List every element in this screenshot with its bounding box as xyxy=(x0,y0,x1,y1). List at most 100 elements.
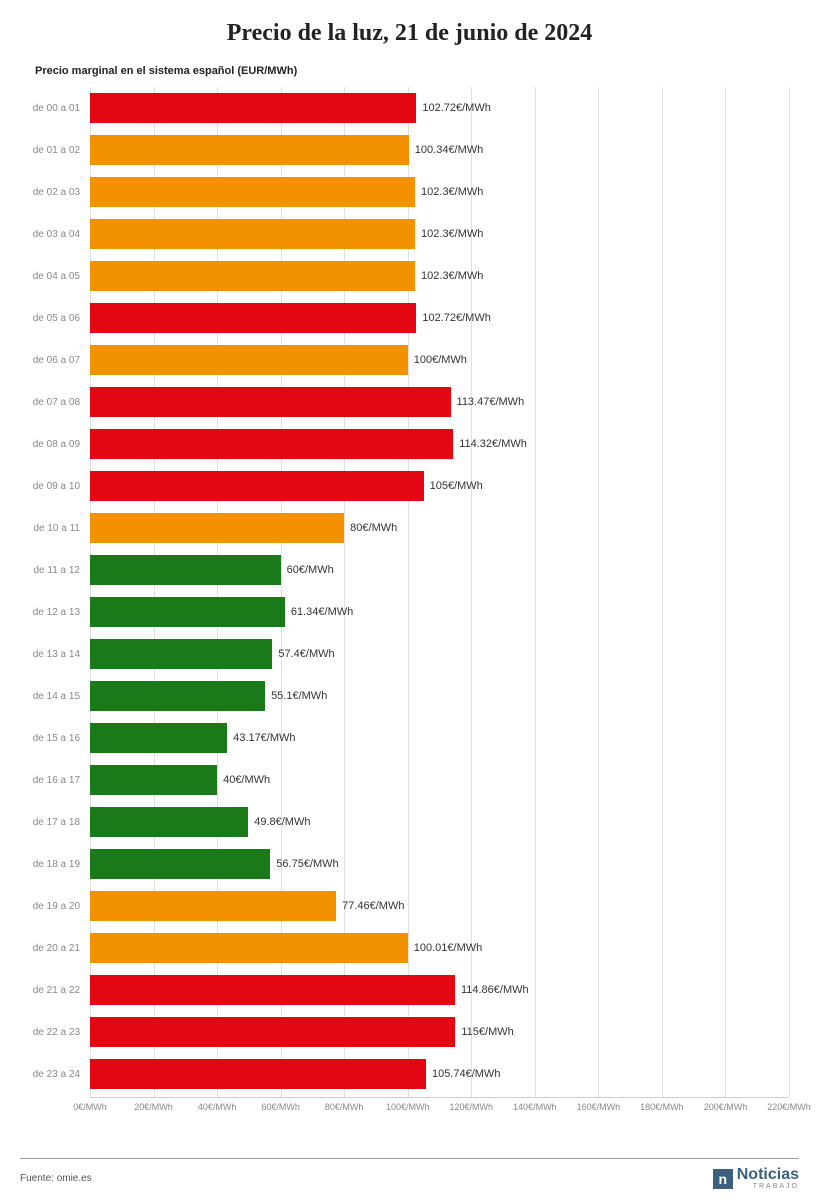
chart-title: Precio de la luz, 21 de junio de 2024 xyxy=(20,20,799,47)
bar: 102.3€/MWh xyxy=(90,219,415,249)
bar: 57.4€/MWh xyxy=(90,639,272,669)
footer: Fuente: omie.es n Noticias TRABAJO xyxy=(20,1158,799,1190)
y-axis-label: de 07 a 08 xyxy=(20,397,85,408)
bar-row: de 19 a 2077.46€/MWh xyxy=(90,885,789,927)
bar: 102.3€/MWh xyxy=(90,177,415,207)
x-tick-label: 100€/MWh xyxy=(386,1102,430,1112)
y-axis-label: de 20 a 21 xyxy=(20,943,85,954)
bar-value-label: 49.8€/MWh xyxy=(254,816,310,828)
bar: 43.17€/MWh xyxy=(90,723,227,753)
bar: 80€/MWh xyxy=(90,513,344,543)
y-axis-label: de 19 a 20 xyxy=(20,901,85,912)
gridline xyxy=(789,87,790,1097)
bar-row: de 03 a 04102.3€/MWh xyxy=(90,213,789,255)
bar: 102.72€/MWh xyxy=(90,93,416,123)
y-axis-label: de 05 a 06 xyxy=(20,313,85,324)
chart-subtitle: Precio marginal en el sistema español (E… xyxy=(35,65,799,77)
logo: n Noticias TRABAJO xyxy=(713,1167,799,1190)
bar: 60€/MWh xyxy=(90,555,281,585)
x-tick-label: 120€/MWh xyxy=(450,1102,494,1112)
bar: 100.34€/MWh xyxy=(90,135,409,165)
x-tick-label: 40€/MWh xyxy=(198,1102,237,1112)
bar-row: de 16 a 1740€/MWh xyxy=(90,759,789,801)
y-axis-label: de 12 a 13 xyxy=(20,607,85,618)
bar-row: de 18 a 1956.75€/MWh xyxy=(90,843,789,885)
y-axis-label: de 13 a 14 xyxy=(20,649,85,660)
y-axis-label: de 14 a 15 xyxy=(20,691,85,702)
bar-row: de 12 a 1361.34€/MWh xyxy=(90,591,789,633)
bar-row: de 23 a 24105.74€/MWh xyxy=(90,1053,789,1095)
y-axis-label: de 11 a 12 xyxy=(20,565,85,576)
source-text: Fuente: omie.es xyxy=(20,1173,92,1184)
x-tick-label: 140€/MWh xyxy=(513,1102,557,1112)
bar-row: de 04 a 05102.3€/MWh xyxy=(90,255,789,297)
bar-value-label: 102.72€/MWh xyxy=(422,312,490,324)
bar: 114.86€/MWh xyxy=(90,975,455,1005)
bar-value-label: 77.46€/MWh xyxy=(342,900,404,912)
y-axis-label: de 16 a 17 xyxy=(20,775,85,786)
chart-area: de 00 a 01102.72€/MWhde 01 a 02100.34€/M… xyxy=(90,87,789,1097)
bar: 115€/MWh xyxy=(90,1017,455,1047)
y-axis-label: de 08 a 09 xyxy=(20,439,85,450)
y-axis-label: de 23 a 24 xyxy=(20,1069,85,1080)
bar-row: de 02 a 03102.3€/MWh xyxy=(90,171,789,213)
x-tick-label: 20€/MWh xyxy=(134,1102,173,1112)
bar-row: de 22 a 23115€/MWh xyxy=(90,1011,789,1053)
bar-row: de 11 a 1260€/MWh xyxy=(90,549,789,591)
bar-value-label: 100.01€/MWh xyxy=(414,942,482,954)
bar-row: de 01 a 02100.34€/MWh xyxy=(90,129,789,171)
y-axis-label: de 04 a 05 xyxy=(20,271,85,282)
bar-value-label: 102.3€/MWh xyxy=(421,270,483,282)
bar: 113.47€/MWh xyxy=(90,387,451,417)
y-axis-label: de 17 a 18 xyxy=(20,817,85,828)
bar-row: de 10 a 1180€/MWh xyxy=(90,507,789,549)
bar-row: de 05 a 06102.72€/MWh xyxy=(90,297,789,339)
bar: 100.01€/MWh xyxy=(90,933,408,963)
bar-row: de 00 a 01102.72€/MWh xyxy=(90,87,789,129)
y-axis-label: de 21 a 22 xyxy=(20,985,85,996)
bar-value-label: 57.4€/MWh xyxy=(278,648,334,660)
bar-value-label: 114.32€/MWh xyxy=(459,438,527,450)
logo-icon: n xyxy=(713,1169,733,1189)
bar: 40€/MWh xyxy=(90,765,217,795)
y-axis-label: de 00 a 01 xyxy=(20,103,85,114)
bar-value-label: 43.17€/MWh xyxy=(233,732,295,744)
bar-value-label: 114.86€/MWh xyxy=(461,984,529,996)
bar-value-label: 60€/MWh xyxy=(287,564,334,576)
bar-row: de 08 a 09114.32€/MWh xyxy=(90,423,789,465)
bar-value-label: 102.72€/MWh xyxy=(422,102,490,114)
bar: 77.46€/MWh xyxy=(90,891,336,921)
y-axis-label: de 22 a 23 xyxy=(20,1027,85,1038)
bar-value-label: 102.3€/MWh xyxy=(421,228,483,240)
bar: 102.72€/MWh xyxy=(90,303,416,333)
x-tick-label: 220€/MWh xyxy=(767,1102,811,1112)
bar-row: de 14 a 1555.1€/MWh xyxy=(90,675,789,717)
bar: 49.8€/MWh xyxy=(90,807,248,837)
bar-value-label: 105€/MWh xyxy=(430,480,483,492)
bar-row: de 07 a 08113.47€/MWh xyxy=(90,381,789,423)
bar: 114.32€/MWh xyxy=(90,429,453,459)
x-tick-label: 0€/MWh xyxy=(73,1102,107,1112)
bar: 105€/MWh xyxy=(90,471,424,501)
y-axis-label: de 06 a 07 xyxy=(20,355,85,366)
y-axis-label: de 15 a 16 xyxy=(20,733,85,744)
bar-value-label: 55.1€/MWh xyxy=(271,690,327,702)
x-tick-label: 160€/MWh xyxy=(577,1102,621,1112)
x-tick-label: 80€/MWh xyxy=(325,1102,364,1112)
bar-row: de 09 a 10105€/MWh xyxy=(90,465,789,507)
bar: 56.75€/MWh xyxy=(90,849,270,879)
y-axis-label: de 03 a 04 xyxy=(20,229,85,240)
y-axis-label: de 09 a 10 xyxy=(20,481,85,492)
bar-value-label: 113.47€/MWh xyxy=(457,396,525,408)
bar: 105.74€/MWh xyxy=(90,1059,426,1089)
bar-value-label: 100€/MWh xyxy=(414,354,467,366)
y-axis-label: de 01 a 02 xyxy=(20,145,85,156)
bar-value-label: 56.75€/MWh xyxy=(276,858,338,870)
bar: 61.34€/MWh xyxy=(90,597,285,627)
bar-value-label: 100.34€/MWh xyxy=(415,144,483,156)
y-axis-label: de 10 a 11 xyxy=(20,523,85,534)
bar-value-label: 102.3€/MWh xyxy=(421,186,483,198)
x-axis: 0€/MWh20€/MWh40€/MWh60€/MWh80€/MWh100€/M… xyxy=(90,1097,789,1127)
x-tick-label: 180€/MWh xyxy=(640,1102,684,1112)
bar-row: de 20 a 21100.01€/MWh xyxy=(90,927,789,969)
